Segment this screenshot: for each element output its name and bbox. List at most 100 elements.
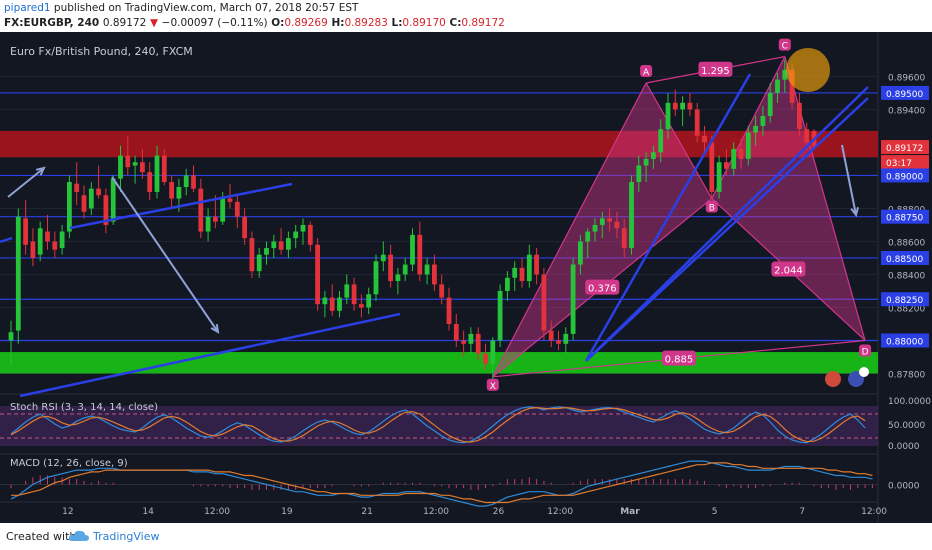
candle xyxy=(578,234,583,275)
candle xyxy=(264,241,269,265)
indicators xyxy=(0,406,878,507)
candle-body xyxy=(227,198,233,202)
candle-body xyxy=(519,267,525,282)
stoch-tick: 50.0000 xyxy=(888,421,925,431)
ratio-label: 2.044 xyxy=(774,266,803,277)
username-link[interactable]: pipared1 xyxy=(4,2,51,14)
candle xyxy=(775,73,780,103)
candle-body xyxy=(526,254,532,282)
candle xyxy=(461,330,466,357)
candle-body xyxy=(30,241,36,258)
candle-body xyxy=(213,216,218,222)
candle xyxy=(256,248,262,278)
tradingview-link[interactable]: TradingView xyxy=(93,530,160,543)
candle-body xyxy=(125,155,131,168)
uk-flag-icon xyxy=(825,371,841,387)
ratio-badge xyxy=(698,61,733,77)
price-label: 0.89500 xyxy=(881,85,929,100)
candle-body xyxy=(15,216,21,331)
candle-body xyxy=(315,244,320,305)
candle xyxy=(23,200,28,255)
candle xyxy=(687,92,693,117)
price-label-bg xyxy=(881,140,929,155)
candle-body xyxy=(176,186,182,199)
candle-body xyxy=(680,102,685,110)
candle-body xyxy=(439,284,445,298)
candle-body xyxy=(446,297,452,324)
price-label: 0.88750 xyxy=(881,209,929,224)
pattern-point-label: B xyxy=(709,204,715,214)
pattern-point-badge xyxy=(486,378,499,391)
candle-body xyxy=(52,241,58,250)
candle xyxy=(665,92,671,140)
time-tick: 5 xyxy=(712,507,718,517)
price-label-text: 0.89172 xyxy=(886,144,923,154)
candle-body xyxy=(497,290,503,341)
candle-body xyxy=(475,333,481,354)
price-label-bg xyxy=(881,292,929,307)
candle xyxy=(249,231,255,278)
candle xyxy=(45,215,50,250)
trendline xyxy=(584,73,752,362)
candle xyxy=(351,277,357,311)
candle-body xyxy=(191,175,196,189)
price-label-bg xyxy=(881,250,929,265)
candle-body xyxy=(716,162,722,192)
candle-body xyxy=(110,178,116,222)
price-label-text: 0.89500 xyxy=(886,90,923,100)
count-badge xyxy=(859,367,869,377)
candle-body xyxy=(220,198,226,222)
chart-canvas[interactable]: X A B C D 1.295 0.376 2.044 0.885 0.89600 0.89400… xyxy=(0,32,932,523)
candle xyxy=(380,241,386,272)
symbol-label: FX:EURGBP, 240 xyxy=(4,17,100,29)
candle-body xyxy=(424,264,430,275)
candle xyxy=(526,244,532,288)
candle xyxy=(432,254,437,291)
candle-body xyxy=(541,274,547,331)
candles xyxy=(8,59,817,381)
candle xyxy=(694,102,700,143)
candle-body xyxy=(556,340,561,344)
candle-body xyxy=(570,264,576,334)
candle-body xyxy=(132,162,138,166)
candle-body xyxy=(599,218,605,225)
candle-body xyxy=(256,254,262,272)
candle-body xyxy=(23,218,28,245)
price-tick: 0.88200 xyxy=(888,304,925,314)
candle xyxy=(322,290,328,318)
candle xyxy=(446,287,452,331)
candle xyxy=(505,271,510,301)
candle-body xyxy=(672,102,678,110)
candle xyxy=(782,59,788,93)
price-label-text: 03:17 xyxy=(886,159,912,169)
price-label-text: 0.88250 xyxy=(886,296,923,306)
candle-body xyxy=(775,79,780,93)
stoch-tick: 0.0000 xyxy=(888,442,920,452)
ratio-badge xyxy=(771,261,806,277)
candle-body xyxy=(767,92,773,117)
time-axis: 12 14 12:00 19 21 12:00 26 12:00 Mar 5 7 12:00 xyxy=(62,507,887,517)
candle-body xyxy=(483,353,488,364)
footer: Created with TradingView xyxy=(0,523,932,550)
price-label: 0.89172 xyxy=(881,140,929,155)
signal-line xyxy=(11,462,873,504)
candle xyxy=(271,234,277,258)
candle-body xyxy=(607,218,612,222)
candle xyxy=(563,327,569,354)
candle xyxy=(373,254,379,301)
trendline xyxy=(19,312,401,398)
pattern-point-label: A xyxy=(643,68,650,78)
candle-body xyxy=(264,248,269,255)
candle-body xyxy=(789,69,795,103)
price-label-bg xyxy=(881,333,929,348)
chart-area[interactable]: X A B C D 1.295 0.376 2.044 0.885 0.89600 0.89400… xyxy=(0,32,932,523)
candle xyxy=(490,337,496,381)
candle xyxy=(147,162,153,201)
candle xyxy=(497,284,503,348)
candle-body xyxy=(782,69,788,80)
time-tick: 19 xyxy=(281,507,293,517)
arrow-head-icon xyxy=(35,166,46,176)
price-label-bg xyxy=(881,168,929,183)
arrow xyxy=(841,144,857,216)
candle xyxy=(629,175,634,255)
